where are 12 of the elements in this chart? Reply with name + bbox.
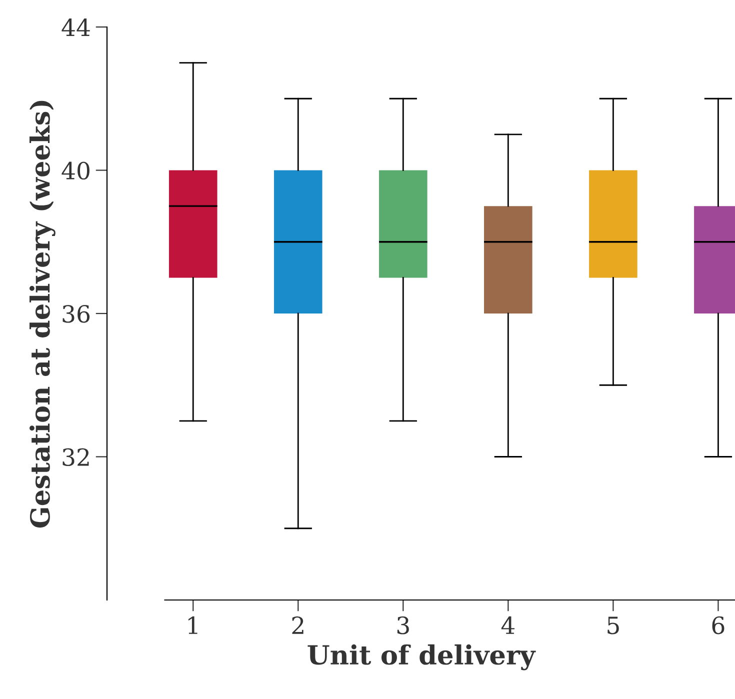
x-axis-title: Unit of delivery <box>308 644 536 670</box>
y-axis-title: Gestation at delivery (weeks) <box>30 100 56 528</box>
x-tick-label: 2 <box>292 616 304 634</box>
y-tick-label: 44 <box>62 18 90 36</box>
y-tick-label: 32 <box>62 448 89 466</box>
y-tick-label: 40 <box>62 162 90 180</box>
x-tick-label: 1 <box>188 616 198 634</box>
x-tick-label: 4 <box>501 616 514 634</box>
x-tick-label: 3 <box>397 616 409 634</box>
x-tick-label: 6 <box>712 616 724 634</box>
y-tick-label: 36 <box>62 304 90 323</box>
x-tick-label: 5 <box>608 616 619 634</box>
